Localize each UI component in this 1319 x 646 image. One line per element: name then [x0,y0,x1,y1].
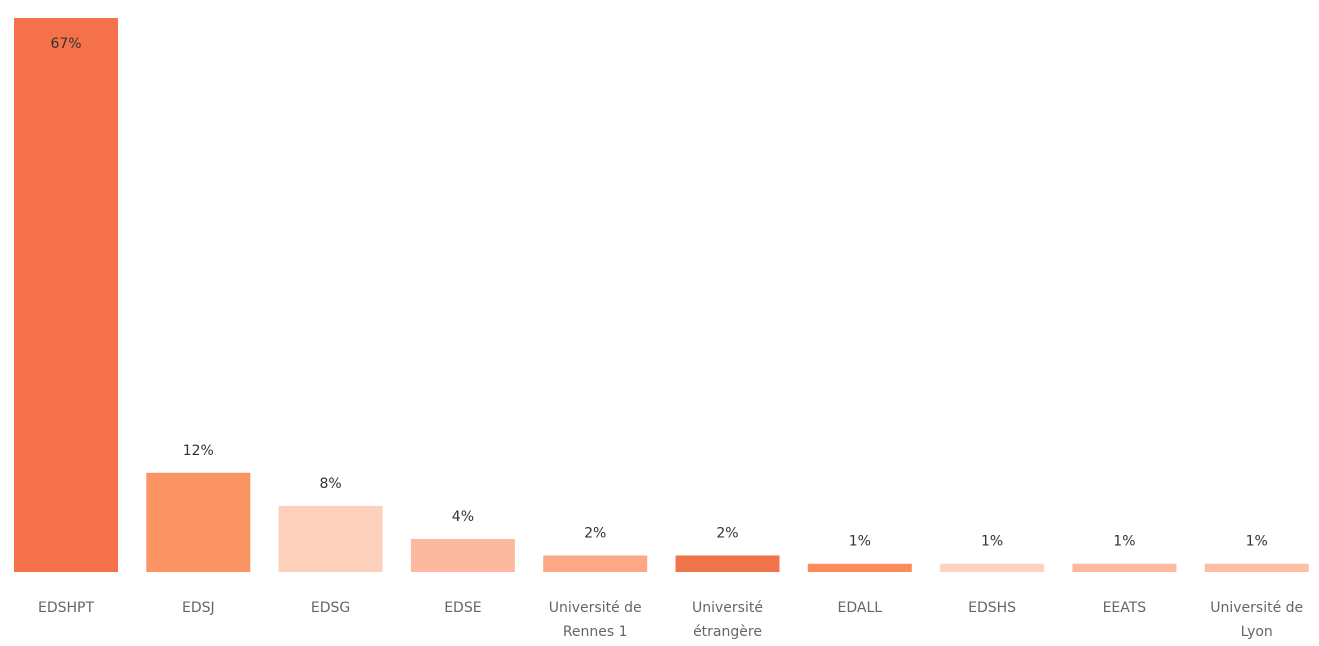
data-label: 2% [584,525,606,541]
category-label: EEATS [1102,600,1147,616]
category-label: EDSHPT [37,600,95,616]
bar [1072,563,1177,572]
category-label: EDSE [444,600,482,616]
data-label: 4% [452,509,474,525]
bar [146,472,251,572]
bar [940,563,1045,572]
bar [278,505,383,572]
data-label: 1% [1113,534,1135,550]
data-label: 2% [716,525,738,541]
bar [1204,563,1309,572]
category-label: Université de Lyon [1210,600,1304,640]
category-label: EDALL [837,600,883,616]
data-label: 67% [50,36,81,52]
category-label: Université de Rennes 1 [548,600,642,640]
data-label: 1% [981,534,1003,550]
data-label: 12% [183,443,214,459]
data-label: 1% [1246,534,1268,550]
category-label: EDSHS [968,600,1017,616]
bar [675,555,780,572]
category-label: Université étrangère [692,600,763,640]
data-label: 1% [849,534,871,550]
bar [410,538,515,572]
bar [543,555,648,572]
bar [807,563,912,572]
bar [14,18,118,572]
data-label: 8% [319,476,341,492]
category-label: EDSG [310,600,351,616]
category-label: EDSJ [181,600,215,616]
